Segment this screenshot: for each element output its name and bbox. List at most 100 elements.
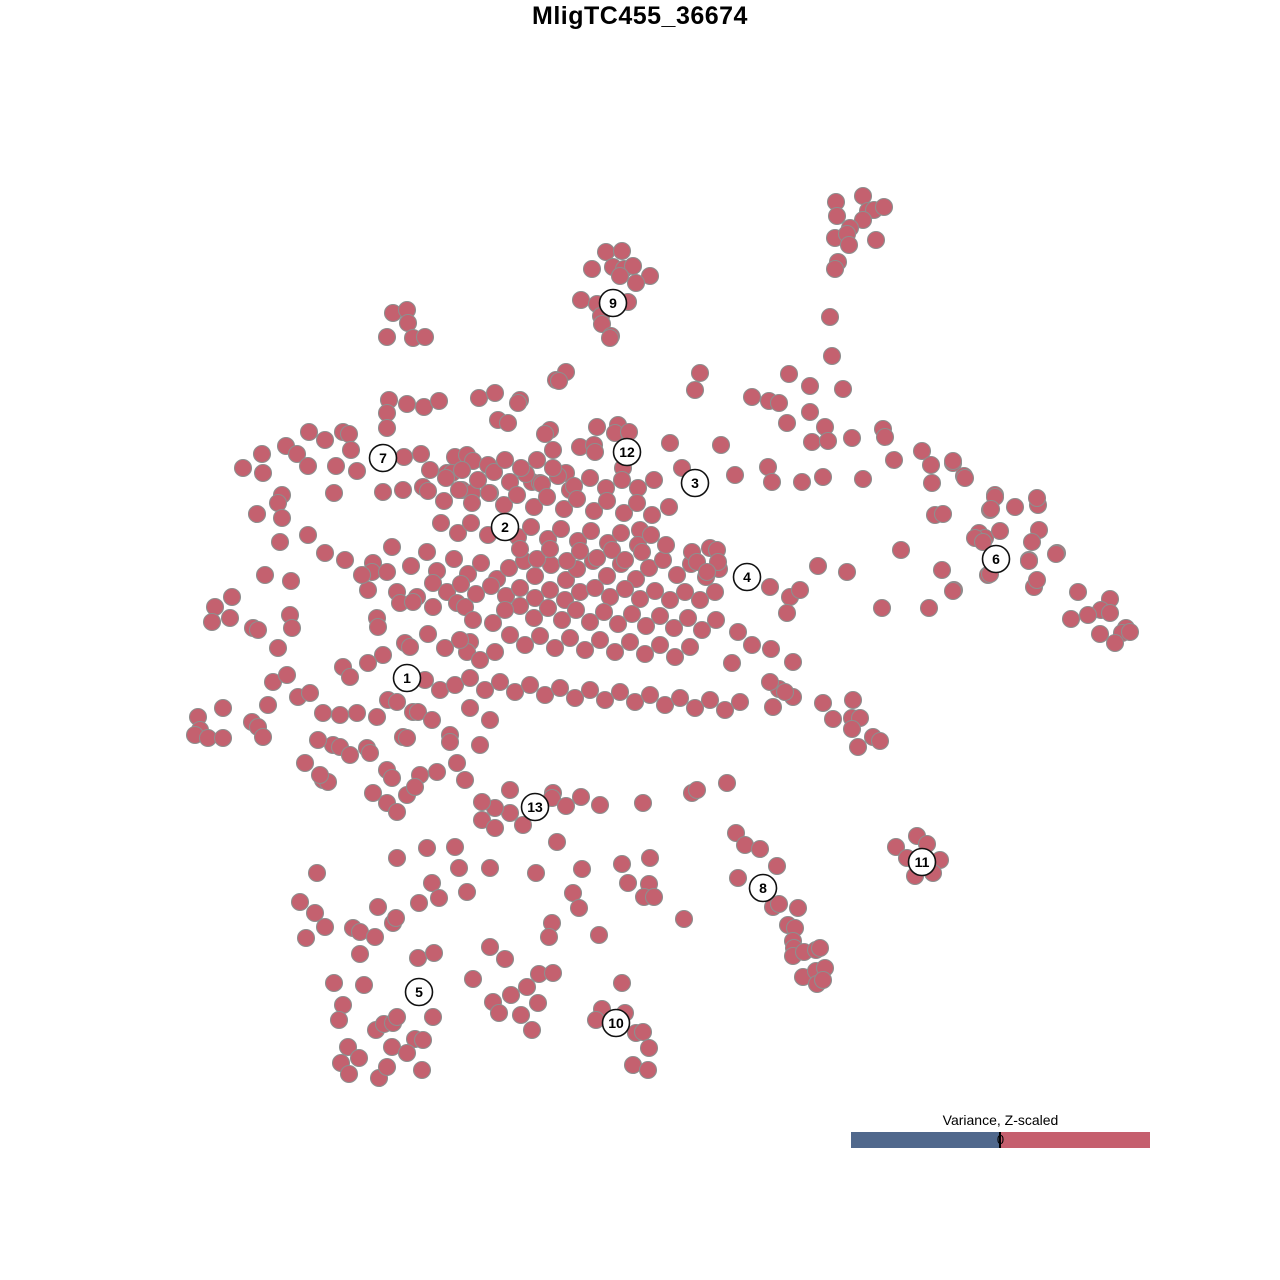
data-point [401,556,421,576]
data-point [463,969,483,989]
data-point [507,485,527,505]
data-point [891,540,911,560]
data-point [1090,624,1110,644]
data-point [571,787,591,807]
data-point [299,422,319,442]
data-point [272,508,292,528]
data-point [612,470,632,490]
data-point [640,685,660,705]
data-point [339,1064,359,1084]
data-point [449,858,469,878]
plot-title: MligTC455_36674 [532,2,748,30]
data-point [480,710,500,730]
data-point [483,613,503,633]
cluster-label-text: 10 [608,1015,624,1031]
data-point [761,639,781,659]
data-point [462,493,482,513]
data-point [295,753,315,773]
data-point [580,612,600,632]
data-point [735,835,755,855]
data-point [444,549,464,569]
data-point [650,635,670,655]
data-point [545,638,565,658]
data-point [495,450,515,470]
data-point [644,470,664,490]
data-point [687,780,707,800]
data-point [510,578,530,598]
data-point [233,458,253,478]
data-point [590,795,610,815]
data-point [258,695,278,715]
data-point [420,460,440,480]
data-point [552,610,572,630]
data-point [623,1055,643,1075]
data-point [352,565,372,585]
data-point [510,539,530,559]
data-point [790,580,810,600]
data-point [460,668,480,688]
data-point [769,894,789,914]
data-point [418,481,438,501]
cluster-label-text: 6 [992,551,1000,567]
data-point [393,480,413,500]
data-point [329,1010,349,1030]
data-point [398,313,418,333]
data-point [305,903,325,923]
data-point [853,186,873,206]
data-point [367,707,387,727]
data-point [685,380,705,400]
data-point [581,521,601,541]
cluster-label-2: 2 [490,512,520,542]
data-point [886,837,906,857]
data-point [848,737,868,757]
data-point [268,493,288,513]
data-point [827,206,847,226]
data-point [335,550,355,570]
data-point [919,598,939,618]
data-point [287,444,307,464]
data-point [449,480,469,500]
data-point [430,680,450,700]
data-point [405,777,425,797]
cluster-label-circle [981,544,1011,574]
data-point [315,543,335,563]
cluster-label-text: 7 [379,450,387,466]
data-point [550,678,570,698]
data-point [810,938,830,958]
data-point [1105,633,1125,653]
data-point [394,447,414,467]
cluster-label-11: 11 [907,847,937,877]
cluster-label-circle [598,288,628,318]
data-point [611,523,631,543]
data-point [690,363,710,383]
data-point [943,581,963,601]
data-point [825,259,845,279]
data-point [943,451,963,471]
data-point [800,376,820,396]
data-point [645,581,665,601]
data-point [382,537,402,557]
data-point [472,792,492,812]
data-point [373,482,393,502]
data-point [524,608,544,628]
cluster-label-text: 9 [609,295,617,311]
data-point [358,580,378,600]
data-point [1061,609,1081,629]
data-point [427,762,447,782]
cluster-label-circle [748,873,778,903]
data-point [642,505,662,525]
data-point [615,579,635,599]
data-point [440,732,460,752]
data-point [758,457,778,477]
data-point [802,432,822,452]
data-point [363,783,383,803]
data-point [842,719,862,739]
data-point [808,556,828,576]
data-point [255,565,275,585]
data-point [813,467,833,487]
cluster-label-circle [680,468,710,498]
data-point [626,273,646,293]
legend-zero-tick [999,1132,1001,1148]
data-point [592,314,612,334]
data-point [341,440,361,460]
